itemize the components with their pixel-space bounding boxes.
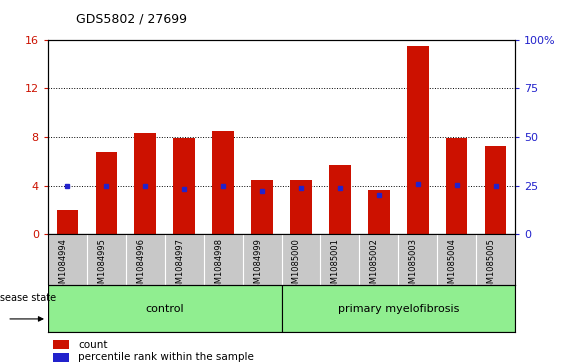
Bar	[135, 133, 156, 234]
Bar	[291, 180, 312, 234]
Bar	[52, 353, 69, 362]
Text: GSM1085001: GSM1085001	[331, 238, 340, 294]
Bar	[212, 131, 234, 234]
Bar	[368, 191, 390, 234]
Text: percentile rank within the sample: percentile rank within the sample	[78, 352, 254, 362]
Bar	[173, 138, 195, 234]
Bar	[407, 46, 428, 234]
Text: count: count	[78, 340, 108, 350]
Text: GSM1084995: GSM1084995	[97, 238, 106, 294]
Text: GSM1085004: GSM1085004	[448, 238, 457, 294]
Bar	[251, 180, 272, 234]
Text: GSM1085002: GSM1085002	[370, 238, 379, 294]
Text: GDS5802 / 27699: GDS5802 / 27699	[76, 12, 187, 25]
Text: GSM1084997: GSM1084997	[175, 238, 184, 294]
Text: GSM1085003: GSM1085003	[409, 238, 418, 294]
Text: GSM1084999: GSM1084999	[253, 238, 262, 294]
Bar	[329, 165, 351, 234]
Text: GSM1085000: GSM1085000	[292, 238, 301, 294]
Text: disease state: disease state	[0, 293, 56, 303]
Bar	[282, 285, 515, 332]
Bar	[52, 340, 69, 349]
Bar	[48, 285, 282, 332]
Text: GSM1084998: GSM1084998	[214, 238, 223, 294]
Bar	[57, 210, 78, 234]
Bar	[96, 152, 117, 234]
Text: GSM1084994: GSM1084994	[59, 238, 68, 294]
Text: GSM1084996: GSM1084996	[136, 238, 145, 294]
Text: GSM1085005: GSM1085005	[486, 238, 495, 294]
Text: control: control	[145, 303, 184, 314]
Bar	[485, 146, 506, 234]
Text: primary myelofibrosis: primary myelofibrosis	[338, 303, 459, 314]
Bar	[446, 138, 467, 234]
